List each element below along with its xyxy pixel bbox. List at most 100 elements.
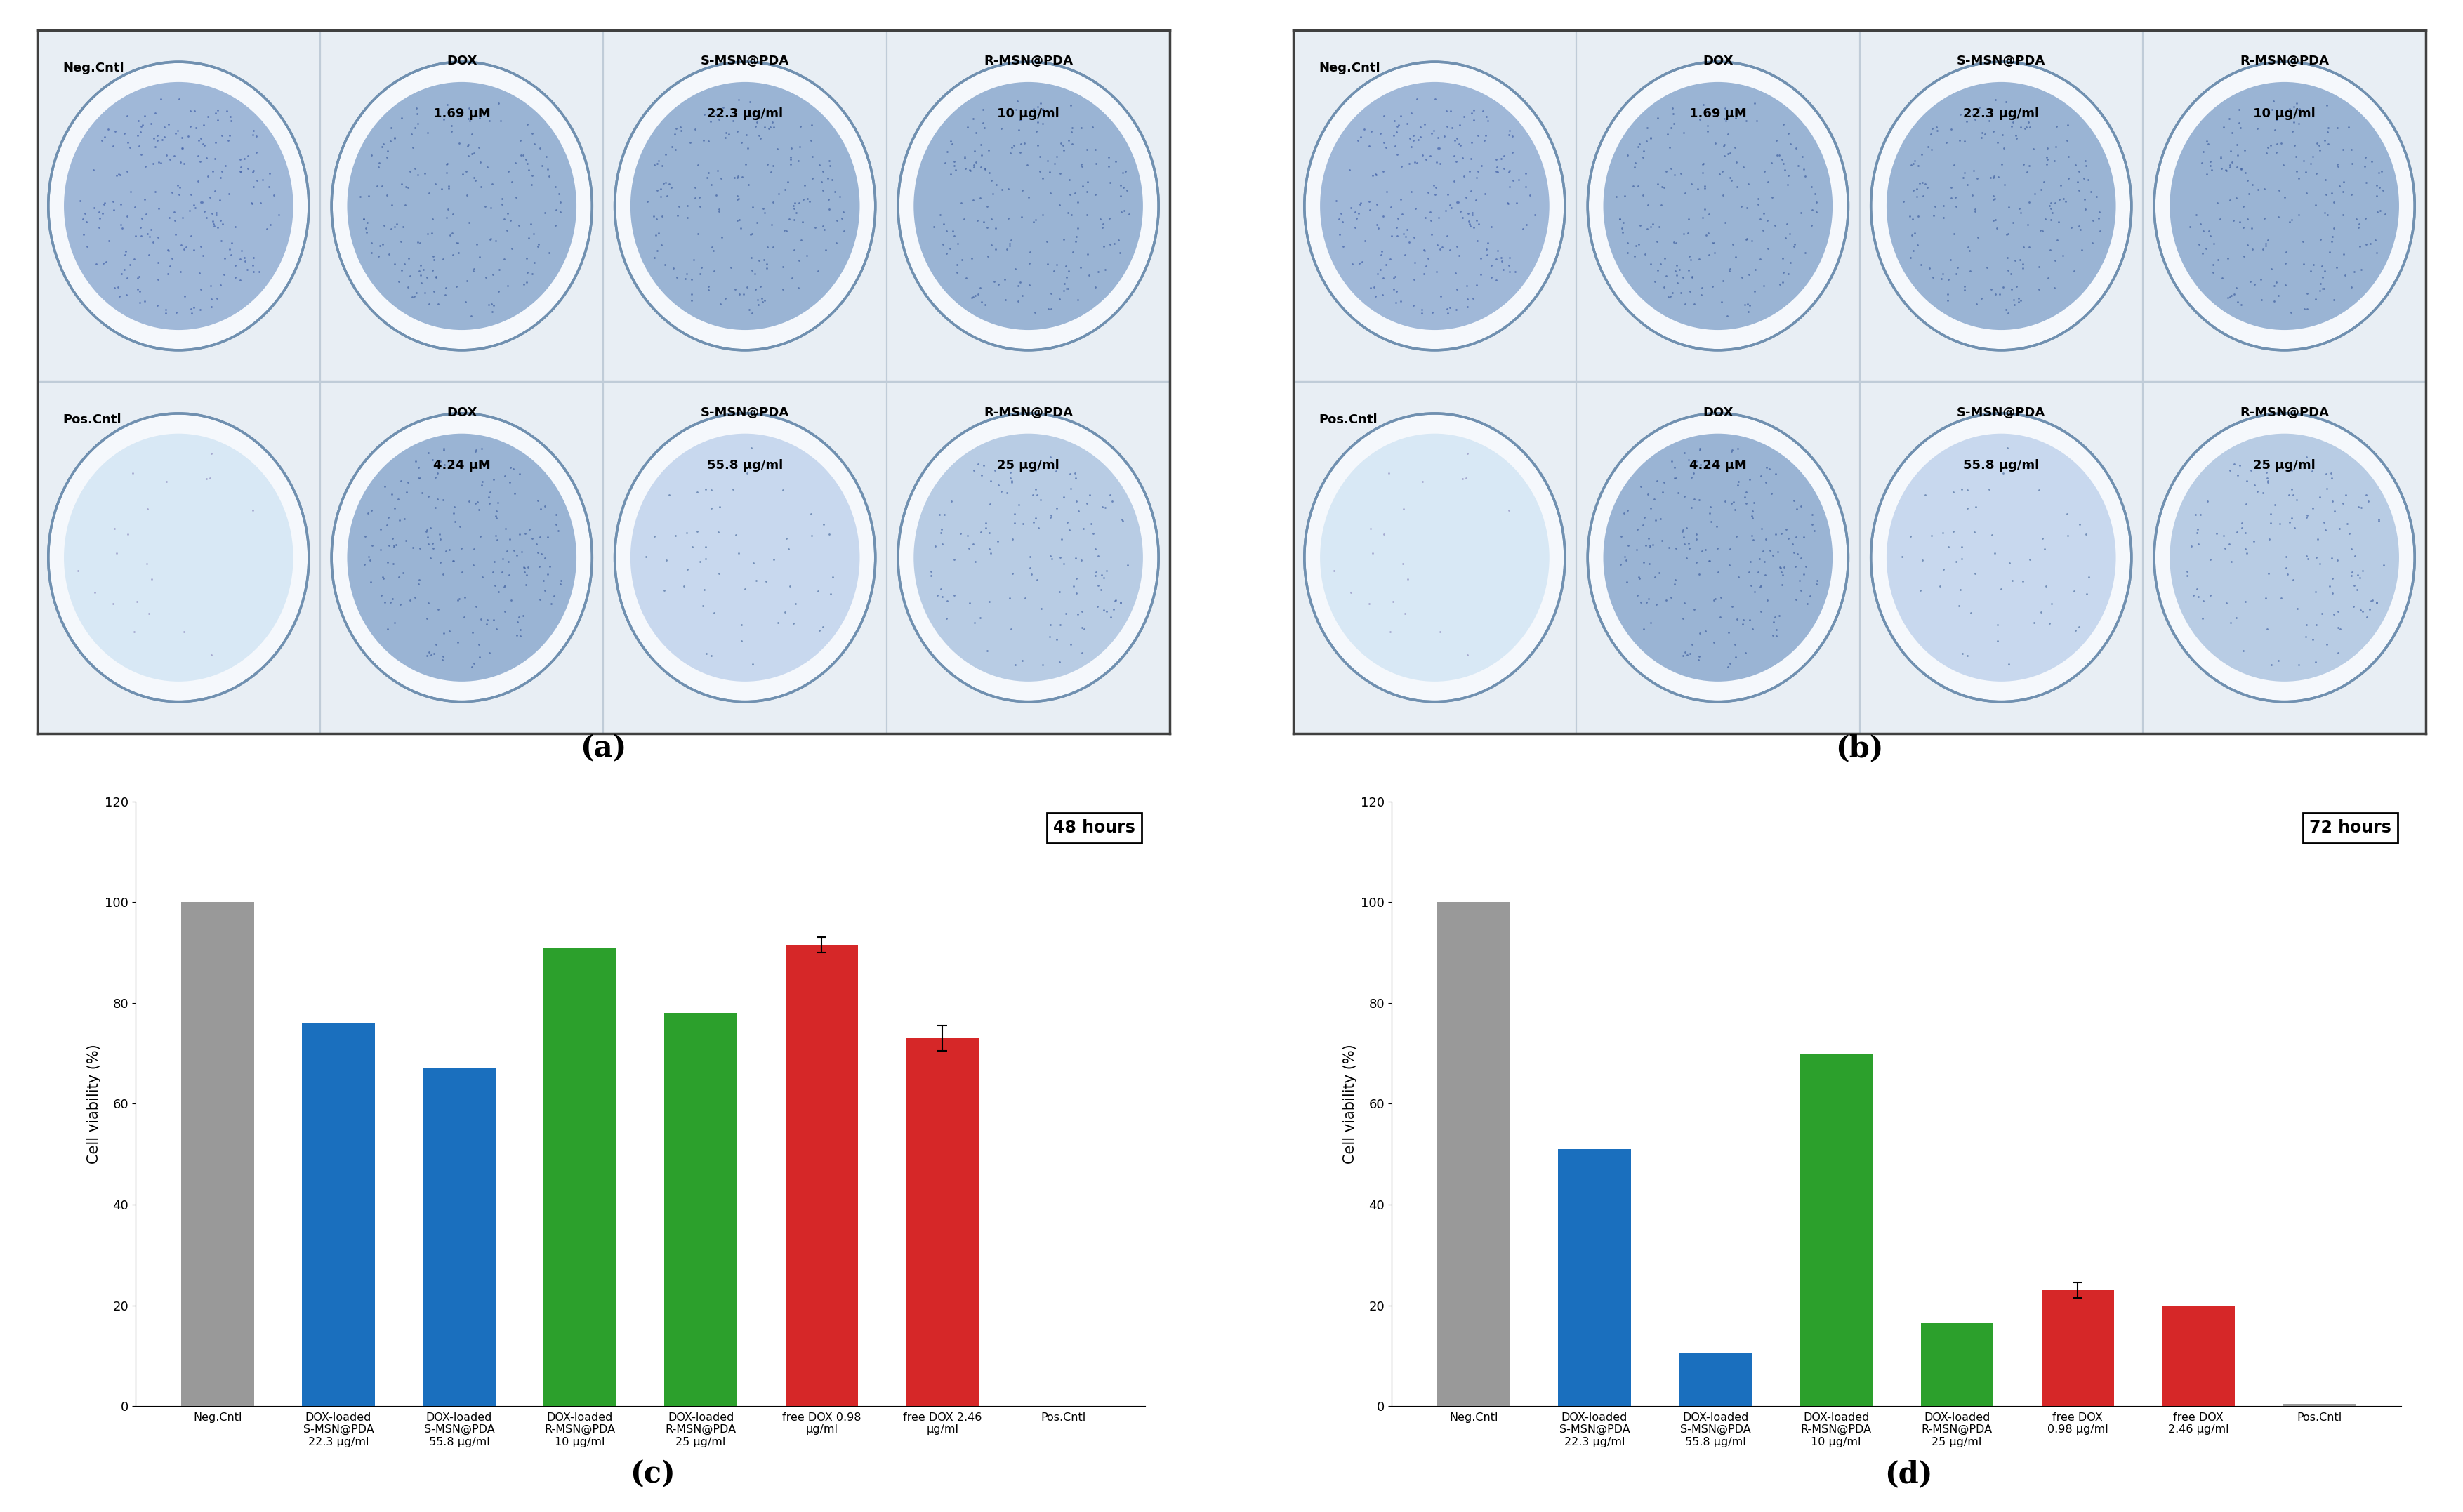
Point (825, 219, 865, 243)
Point (1685, 174, 1724, 198)
Point (778, 191, 818, 215)
Point (1052, 92, 1091, 116)
Point (1057, 490, 1096, 514)
Point (1623, 139, 1663, 163)
Point (197, 203, 236, 227)
Point (165, 151, 204, 175)
Point (1658, 271, 1697, 295)
Point (1419, 233, 1458, 257)
Point (2227, 469, 2266, 493)
Point (138, 268, 177, 292)
Point (2066, 154, 2106, 178)
Point (1389, 127, 1429, 151)
Point (399, 455, 438, 479)
Point (79, 200, 118, 224)
Point (1655, 112, 1695, 136)
Point (1015, 97, 1054, 121)
Point (764, 478, 803, 502)
Point (2244, 206, 2283, 230)
Point (2234, 272, 2273, 296)
Point (2340, 494, 2379, 519)
Point (1431, 98, 1470, 122)
Point (1616, 151, 1655, 175)
Point (1655, 455, 1695, 479)
Text: 1.69 μM: 1.69 μM (433, 107, 490, 121)
Point (1985, 136, 2025, 160)
Point (1475, 268, 1515, 292)
Point (2182, 606, 2222, 631)
Point (2308, 119, 2347, 144)
Point (658, 204, 697, 228)
Point (1722, 265, 1761, 289)
Point (426, 160, 466, 184)
Point (685, 578, 724, 602)
Point (1502, 216, 1542, 240)
Point (1049, 517, 1089, 541)
Point (2318, 116, 2357, 141)
Point (493, 236, 532, 260)
Point (1342, 249, 1382, 274)
Point (1973, 183, 2012, 207)
Point (212, 109, 251, 133)
Point (483, 559, 522, 584)
Point (921, 522, 961, 546)
Point (118, 266, 158, 290)
Point (766, 526, 805, 550)
Point (956, 139, 995, 163)
Point (699, 561, 739, 585)
Point (1958, 292, 1997, 316)
Point (384, 507, 424, 531)
Point (202, 159, 241, 183)
Point (951, 157, 990, 181)
Point (1618, 233, 1658, 257)
Point (2266, 544, 2305, 569)
Point (1032, 612, 1071, 637)
Point (1044, 133, 1084, 157)
Point (1394, 150, 1433, 174)
Point (1692, 274, 1731, 298)
Point (367, 183, 406, 207)
Point (1429, 296, 1468, 321)
Point (163, 125, 202, 150)
Point (1933, 221, 1973, 245)
Point (2271, 210, 2310, 234)
Point (163, 136, 202, 160)
Point (1411, 209, 1451, 233)
Point (187, 467, 227, 491)
Point (1911, 138, 1951, 162)
Point (778, 275, 818, 299)
Point (2027, 153, 2066, 177)
Point (1382, 154, 1421, 178)
Point (1946, 129, 1985, 153)
Point (1414, 119, 1453, 144)
Point (539, 200, 579, 224)
Point (1377, 290, 1416, 314)
Point (1768, 526, 1808, 550)
Point (96, 541, 135, 565)
Point (1049, 201, 1089, 225)
Point (1680, 644, 1719, 668)
Point (135, 180, 175, 204)
Point (1909, 256, 1948, 280)
Point (749, 451, 788, 475)
Point (505, 522, 544, 546)
Point (973, 181, 1012, 206)
Point (2340, 216, 2379, 240)
Point (1983, 576, 2022, 600)
Point (717, 166, 756, 191)
Point (722, 216, 761, 240)
Point (1384, 222, 1424, 246)
Point (177, 144, 217, 168)
Point (433, 549, 473, 573)
Point (84, 125, 123, 150)
Point (936, 260, 975, 284)
Point (640, 233, 680, 257)
Point (1030, 445, 1069, 469)
Point (433, 221, 473, 245)
Point (59, 189, 99, 213)
Point (980, 479, 1020, 503)
Point (1897, 233, 1936, 257)
Point (2212, 611, 2251, 635)
Point (485, 573, 525, 597)
Point (2197, 191, 2236, 215)
